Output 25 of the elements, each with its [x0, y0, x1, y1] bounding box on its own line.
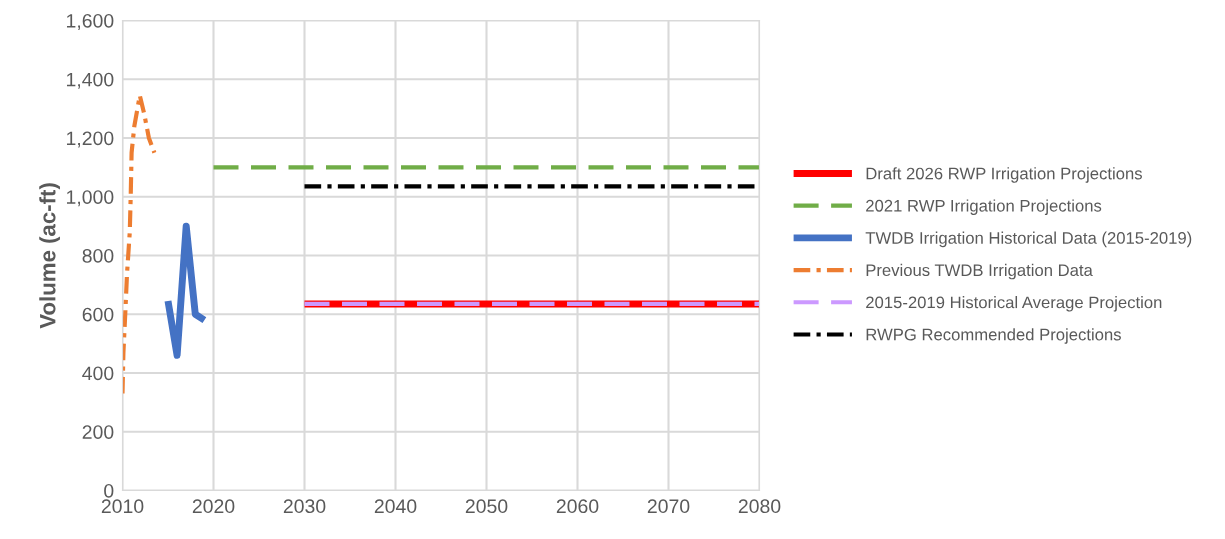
y-tick-label: 800 [82, 248, 114, 263]
x-tick-label: 2010 [101, 499, 144, 514]
legend-label: Draft 2026 RWP Irrigation Projections [866, 167, 1142, 183]
legend-label: 2021 RWP Irrigation Projections [866, 199, 1102, 215]
y-tick-label: 600 [82, 307, 114, 322]
y-tick-label: 0 [104, 483, 114, 498]
y-tick-label: 1,000 [67, 190, 114, 207]
legend-label: 2015-2019 Historical Average Projection [866, 296, 1162, 312]
x-tick-label: 2070 [647, 499, 690, 514]
y-tick-label: 200 [82, 425, 114, 439]
y-tick-label: 1,200 [67, 131, 114, 148]
y-tick-label: 1,600 [67, 13, 114, 31]
x-tick-label: 2060 [556, 499, 599, 514]
x-tick-label: 2040 [374, 499, 417, 514]
x-tick-label: 2030 [283, 499, 326, 514]
x-tick-label: 2020 [192, 499, 235, 514]
y-tick-label: 400 [82, 366, 114, 381]
y-tick-label: 1,400 [67, 72, 114, 89]
x-tick-label: 2050 [465, 499, 508, 514]
legend-label: Previous TWDB Irrigation Data [866, 263, 1093, 280]
legend-label: TWDB Irrigation Historical Data (2015-2019) [865, 231, 1192, 248]
legend-label: RWPG Recommended Projections [866, 328, 1121, 344]
y-axis-title: Volume (ac-ft) [39, 183, 60, 329]
line-series [122, 93, 157, 396]
x-tick-label: 2080 [738, 499, 781, 514]
